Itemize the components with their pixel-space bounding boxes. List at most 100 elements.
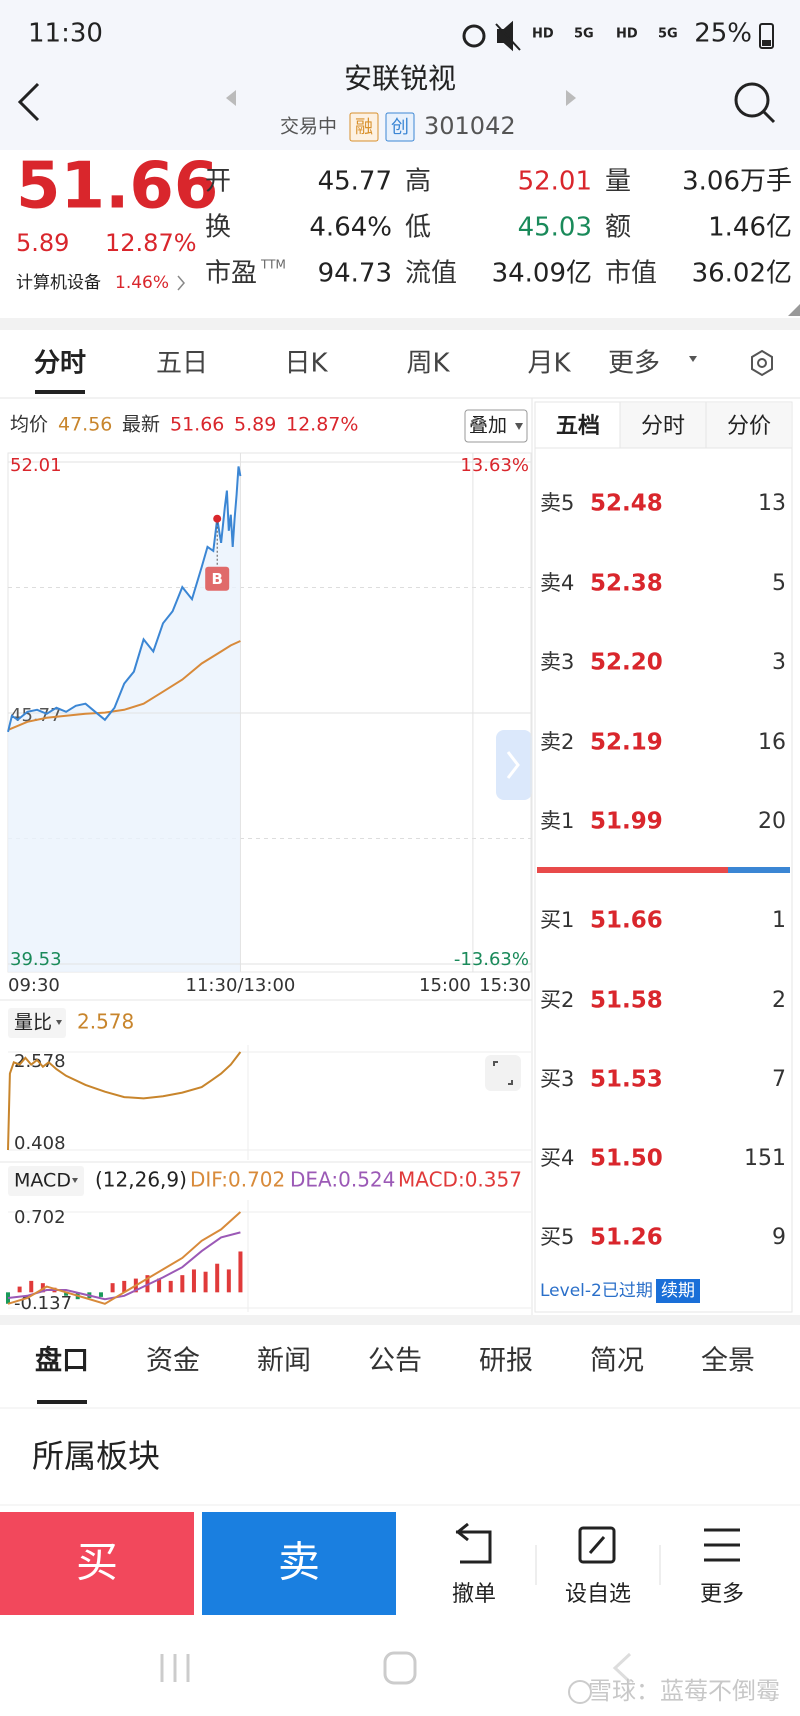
book-level: 买1 bbox=[540, 908, 574, 932]
fullscreen-button[interactable] bbox=[485, 1055, 521, 1091]
label-box[interactable] bbox=[8, 1166, 84, 1196]
separator bbox=[0, 318, 800, 330]
active-tab-indicator bbox=[35, 390, 85, 394]
chart-tab[interactable]: 更多 bbox=[608, 349, 660, 379]
info-tab[interactable]: 盘口 bbox=[35, 1345, 89, 1377]
macd-bar bbox=[191, 1269, 196, 1293]
search-button[interactable] bbox=[734, 82, 770, 118]
overlay-label[interactable]: 叠加 bbox=[469, 415, 507, 437]
settings-icon[interactable] bbox=[751, 349, 773, 377]
dropdown-arrow bbox=[56, 1020, 62, 1025]
stat-value: 36.02亿 bbox=[692, 259, 792, 289]
renew-button[interactable]: 续期 bbox=[661, 1281, 695, 1301]
trade-point bbox=[213, 514, 222, 523]
chart-tab[interactable]: 五日 bbox=[156, 349, 208, 379]
tool-label[interactable]: 撤单 bbox=[452, 1582, 496, 1607]
chart-tab[interactable]: 日K bbox=[284, 349, 328, 379]
stat-label: 换 bbox=[205, 213, 231, 243]
nav-recent[interactable] bbox=[160, 1654, 190, 1682]
buy-label[interactable]: 买 bbox=[76, 1538, 118, 1587]
macd-bar bbox=[168, 1280, 173, 1293]
book-price: 51.66 bbox=[590, 908, 663, 934]
book-qty: 16 bbox=[758, 730, 786, 755]
next-stock[interactable] bbox=[566, 90, 576, 106]
stat-value: 1.46亿 bbox=[708, 213, 792, 243]
book-tab[interactable]: 分价 bbox=[727, 414, 771, 439]
alarm-icon bbox=[462, 24, 486, 48]
y2-tick-label: -13.63% bbox=[454, 949, 529, 970]
stat-label: 低 bbox=[405, 213, 431, 243]
status-time: 11:30 bbox=[28, 19, 103, 49]
chart-tab[interactable]: 周K bbox=[406, 349, 450, 379]
y-tick-label: 52.01 bbox=[10, 455, 62, 476]
back-button[interactable] bbox=[17, 82, 40, 122]
book-level: 买4 bbox=[540, 1146, 574, 1170]
active-tab-indicator bbox=[37, 1400, 87, 1404]
book-tab[interactable]: 分时 bbox=[641, 414, 685, 439]
stat-label: 高 bbox=[405, 167, 431, 197]
macd-bar bbox=[215, 1263, 220, 1293]
book-level: 卖2 bbox=[540, 730, 574, 754]
tool-label[interactable]: 更多 bbox=[700, 1582, 744, 1607]
macd-bar bbox=[157, 1278, 162, 1293]
book-price: 52.20 bbox=[590, 650, 663, 676]
sector-change: 1.46% bbox=[115, 273, 169, 293]
label-box[interactable] bbox=[8, 1008, 66, 1038]
settings-dot bbox=[757, 358, 767, 368]
trade-marker: B bbox=[211, 570, 222, 588]
info-tab[interactable]: 全景 bbox=[701, 1346, 755, 1377]
indicator-label[interactable]: MACD bbox=[14, 1170, 71, 1192]
prev-stock[interactable] bbox=[226, 90, 236, 106]
info-tab[interactable]: 公告 bbox=[368, 1346, 422, 1377]
overlay-button[interactable] bbox=[464, 409, 528, 443]
book-qty: 2 bbox=[772, 988, 786, 1013]
book-price: 52.38 bbox=[590, 571, 663, 597]
badge: 融 bbox=[355, 117, 373, 138]
info-tab[interactable]: 新闻 bbox=[257, 1346, 311, 1377]
chart-tab[interactable]: 分时 bbox=[34, 349, 86, 379]
more-icon[interactable] bbox=[704, 1528, 740, 1562]
price-change: 5.89 bbox=[16, 229, 69, 257]
nav-home[interactable] bbox=[383, 1651, 417, 1685]
stat-value: 45.77 bbox=[318, 167, 392, 197]
info-label: 最新 bbox=[122, 414, 160, 436]
book-tab[interactable]: 五档 bbox=[556, 414, 600, 439]
status-indicator: HD bbox=[532, 27, 554, 42]
stat-label: 开 bbox=[205, 167, 231, 197]
y-tick-label: 0.408 bbox=[14, 1133, 66, 1154]
price-line bbox=[7, 466, 242, 733]
info-tab[interactable]: 简况 bbox=[590, 1346, 644, 1377]
expand-tab[interactable] bbox=[496, 730, 532, 800]
cancel-icon[interactable] bbox=[455, 1522, 492, 1564]
stat-label: 市值 bbox=[605, 259, 657, 289]
macd-params: (12,26,9) bbox=[95, 1168, 187, 1192]
trade-badge bbox=[205, 566, 230, 591]
price-area bbox=[8, 466, 241, 972]
section-title: 所属板块 bbox=[32, 1437, 160, 1475]
book-level: 买2 bbox=[540, 988, 574, 1012]
buy-button[interactable] bbox=[0, 1512, 194, 1615]
badge-box bbox=[349, 112, 379, 142]
sell-label[interactable]: 卖 bbox=[278, 1538, 320, 1587]
nav-back[interactable] bbox=[612, 1652, 632, 1684]
y-tick-label: 0.702 bbox=[14, 1207, 66, 1228]
tool-label[interactable]: 设自选 bbox=[565, 1582, 631, 1607]
book-price: 52.48 bbox=[590, 491, 663, 517]
macd-bar bbox=[203, 1271, 208, 1293]
indicator-label[interactable]: 量比 bbox=[14, 1012, 52, 1034]
stat-value: 3.06万手 bbox=[682, 167, 792, 197]
watchlist-icon[interactable] bbox=[578, 1526, 616, 1564]
macd-bar bbox=[122, 1280, 127, 1293]
corner-mark bbox=[788, 304, 800, 316]
status-indicator: 5G bbox=[658, 27, 678, 42]
chart-tab[interactable]: 月K bbox=[527, 349, 571, 379]
y-tick-label: 45.77 bbox=[10, 705, 62, 726]
info-tab[interactable]: 资金 bbox=[146, 1346, 200, 1377]
latest-change-pct: 12.87% bbox=[286, 414, 358, 436]
buy-ratio-bar bbox=[728, 867, 790, 873]
info-tab[interactable]: 研报 bbox=[479, 1346, 533, 1377]
badge: 创 bbox=[391, 117, 409, 138]
sector-name: 计算机设备 bbox=[16, 273, 101, 293]
renew-box bbox=[656, 1279, 700, 1303]
sell-button[interactable] bbox=[202, 1512, 396, 1615]
